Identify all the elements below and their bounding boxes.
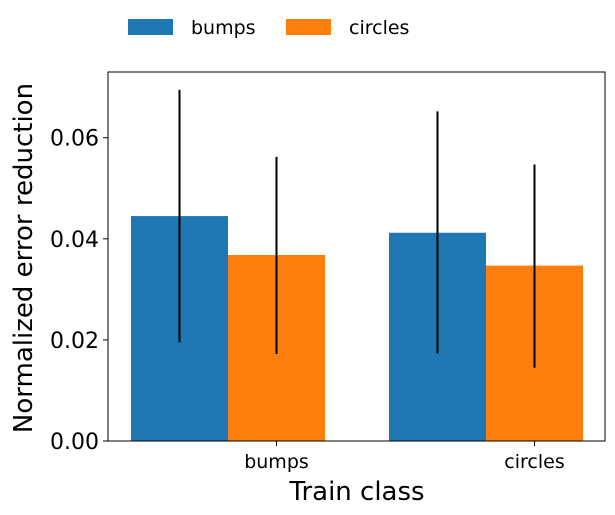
y-axis: 0.00 0.02 0.04 0.06: [50, 127, 108, 455]
x-tick-label-circles: circles: [504, 451, 564, 473]
legend-swatch-bumps: [128, 19, 173, 35]
y-tick-label: 0.06: [50, 127, 99, 152]
errorbars-layer: [178, 89, 536, 368]
x-axis: bumps circles: [244, 441, 565, 473]
legend: bumps circles: [128, 17, 409, 39]
legend-swatch-circles: [286, 19, 331, 35]
legend-label-circles: circles: [349, 17, 409, 39]
x-tick-label-bumps: bumps: [244, 451, 309, 473]
x-axis-label: Train class: [288, 477, 424, 507]
bars-layer: [131, 216, 583, 441]
plot-frame: [107, 71, 606, 442]
y-axis-label: Normalized error reduction: [9, 83, 39, 433]
y-tick-label: 0.00: [50, 430, 99, 455]
legend-label-bumps: bumps: [191, 17, 256, 39]
y-tick-label: 0.04: [50, 228, 99, 253]
y-tick-label: 0.02: [50, 329, 99, 354]
